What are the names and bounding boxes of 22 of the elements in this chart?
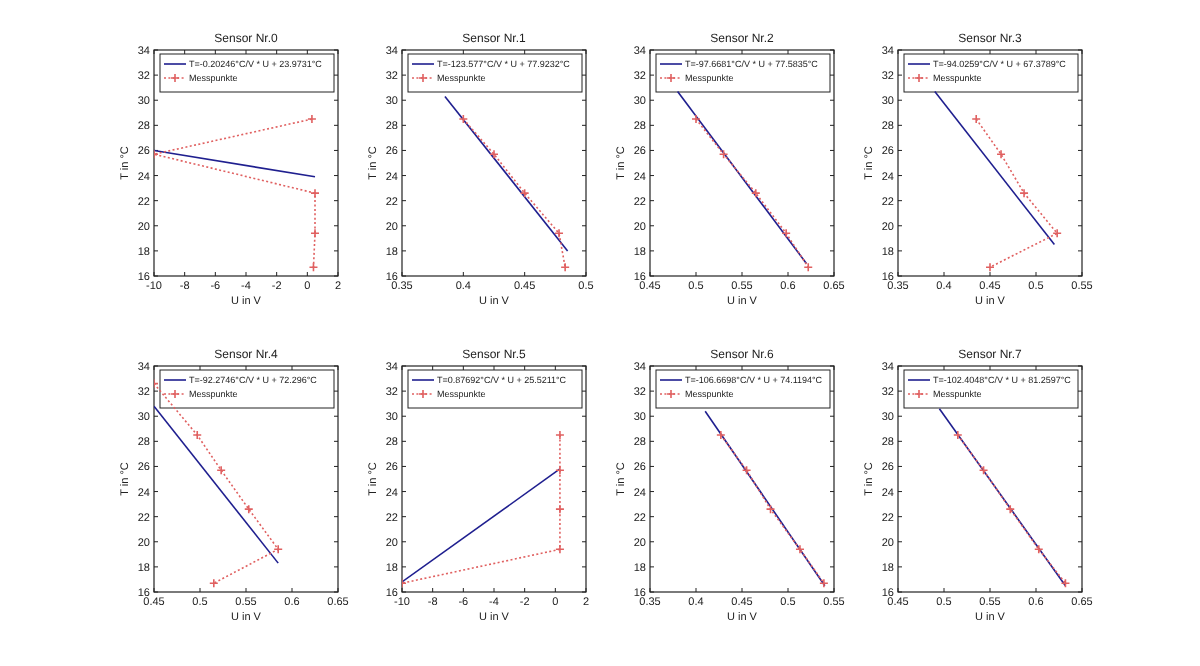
point: [751, 188, 761, 198]
point: [243, 504, 254, 514]
point: [1005, 504, 1016, 514]
point: [555, 430, 565, 440]
point: [716, 430, 726, 440]
point: [209, 578, 219, 589]
point: [216, 465, 226, 476]
point: [953, 430, 963, 440]
point: [803, 262, 814, 273]
point: [555, 504, 565, 514]
point: [307, 114, 317, 124]
point: [489, 149, 499, 160]
point: [310, 188, 320, 198]
point: [192, 430, 203, 440]
point: [555, 465, 565, 476]
point: [996, 149, 1006, 160]
point: [819, 578, 829, 589]
point: [971, 114, 981, 124]
point: [560, 262, 570, 273]
point: [1019, 188, 1029, 198]
point: [985, 262, 995, 273]
point: [691, 114, 701, 124]
